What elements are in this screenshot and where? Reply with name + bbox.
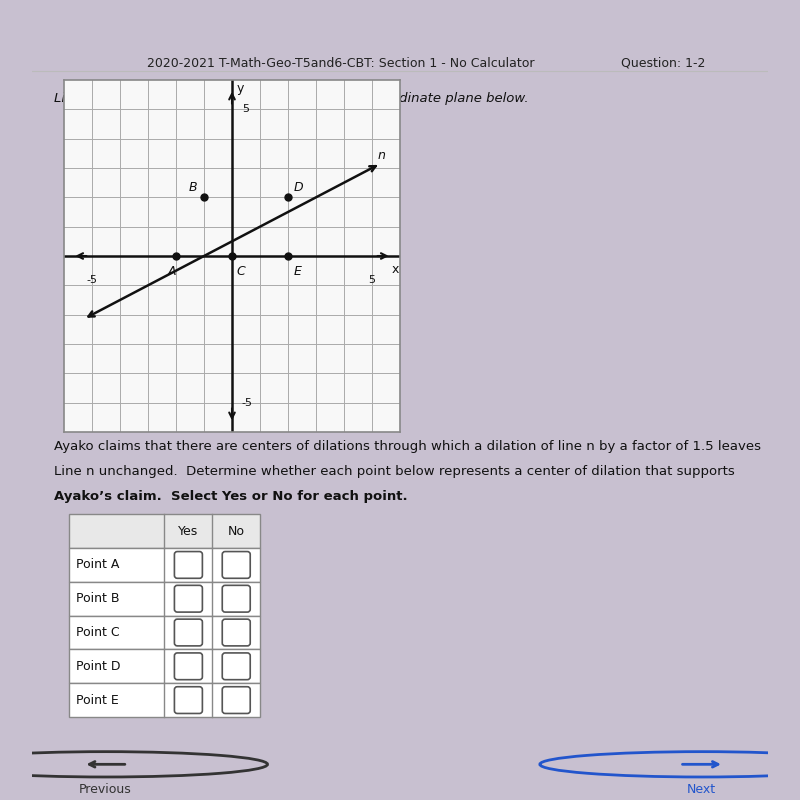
FancyBboxPatch shape bbox=[174, 619, 202, 646]
FancyBboxPatch shape bbox=[174, 686, 202, 714]
Text: Question: 1-2: Question: 1-2 bbox=[621, 57, 705, 70]
Text: Ayako’s claim.  Select Yes or No for each point.: Ayako’s claim. Select Yes or No for each… bbox=[54, 490, 408, 502]
Text: Previous: Previous bbox=[79, 782, 132, 795]
Text: Yes: Yes bbox=[178, 525, 198, 538]
Text: Ayako claims that there are centers of dilations through which a dilation of lin: Ayako claims that there are centers of d… bbox=[54, 440, 761, 454]
Text: E: E bbox=[294, 265, 302, 278]
Text: Next: Next bbox=[687, 782, 716, 795]
Text: C: C bbox=[236, 265, 245, 278]
Text: x: x bbox=[392, 262, 399, 276]
Text: B: B bbox=[189, 182, 198, 194]
Text: Point C: Point C bbox=[76, 626, 120, 639]
Text: -5: -5 bbox=[242, 398, 253, 408]
FancyBboxPatch shape bbox=[69, 683, 260, 717]
FancyBboxPatch shape bbox=[69, 616, 260, 650]
FancyBboxPatch shape bbox=[69, 582, 260, 616]
Text: Point E: Point E bbox=[76, 694, 119, 706]
Text: Point D: Point D bbox=[76, 660, 121, 673]
Text: 2020-2021 T-Math-Geo-T5and6-CBT: Section 1 - No Calculator: 2020-2021 T-Math-Geo-T5and6-CBT: Section… bbox=[147, 57, 535, 70]
FancyBboxPatch shape bbox=[222, 686, 250, 714]
FancyBboxPatch shape bbox=[222, 586, 250, 612]
FancyBboxPatch shape bbox=[69, 514, 260, 548]
FancyBboxPatch shape bbox=[222, 619, 250, 646]
Text: Point B: Point B bbox=[76, 592, 120, 606]
Text: Line n and points A through E are shown in the coordinate plane below.: Line n and points A through E are shown … bbox=[54, 92, 529, 105]
FancyBboxPatch shape bbox=[69, 548, 260, 582]
Text: A: A bbox=[168, 265, 176, 278]
Text: D: D bbox=[294, 182, 303, 194]
Text: 5: 5 bbox=[242, 104, 249, 114]
Text: Point A: Point A bbox=[76, 558, 119, 571]
FancyBboxPatch shape bbox=[222, 551, 250, 578]
Text: No: No bbox=[228, 525, 245, 538]
Text: Line n unchanged.  Determine whether each point below represents a center of dil: Line n unchanged. Determine whether each… bbox=[54, 465, 735, 478]
FancyBboxPatch shape bbox=[174, 586, 202, 612]
FancyBboxPatch shape bbox=[174, 551, 202, 578]
Text: n: n bbox=[378, 149, 386, 162]
Text: y: y bbox=[237, 82, 244, 95]
FancyBboxPatch shape bbox=[69, 650, 260, 683]
Text: -5: -5 bbox=[86, 275, 98, 285]
Text: 5: 5 bbox=[369, 275, 375, 285]
FancyBboxPatch shape bbox=[222, 653, 250, 680]
FancyBboxPatch shape bbox=[174, 653, 202, 680]
